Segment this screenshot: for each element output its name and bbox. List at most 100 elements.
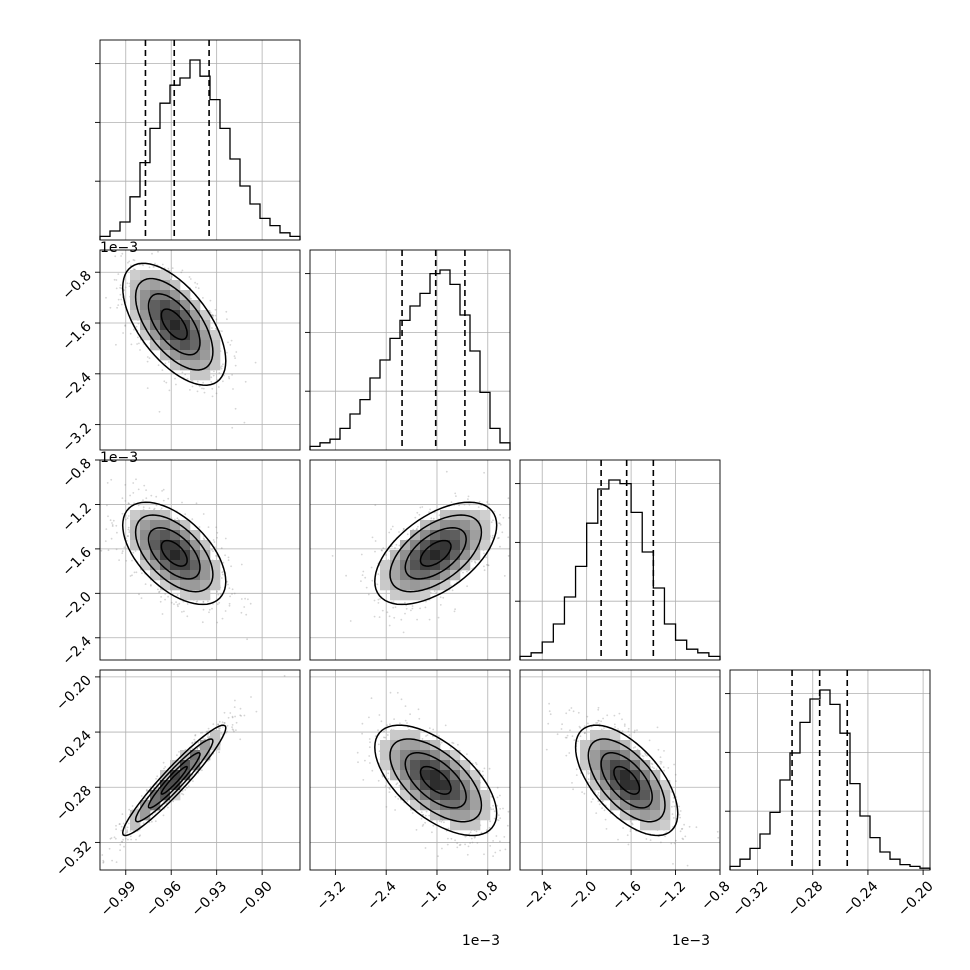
scatter-point [425,810,428,813]
scatter-point [664,835,666,838]
scatter-point [377,573,380,575]
scatter-point [111,524,114,526]
scatter-point [118,823,121,825]
scatter-point [123,289,126,292]
histogram-1 [309,269,511,450]
scatter-point [132,482,135,484]
scatter-point [474,561,477,564]
scatter-point [389,723,391,726]
scatter-point [108,847,111,850]
scatter-point [121,252,124,255]
scatter-point [466,585,468,588]
scatter-point [231,426,234,429]
scatter-point [202,381,205,384]
scatter-point [201,769,203,772]
scatter-point [164,362,167,365]
density-cell [200,310,211,321]
scatter-point [458,844,461,846]
scatter-point [207,737,210,739]
scatter-point [391,525,394,528]
scatter-point [373,615,376,618]
scatter-point [235,729,237,731]
scatter-point [493,817,496,820]
scatter-point [490,521,493,524]
scatter-point [621,718,623,721]
scatter-point [119,284,122,287]
scatter-point [222,726,224,728]
scatter-point [155,495,158,498]
scatter-point [404,719,407,722]
scatter-point [112,519,115,522]
contour-level-1 [147,293,201,356]
scatter-point [221,330,223,333]
scatter-point [164,766,167,768]
scatter-point [131,574,133,577]
scatter-point [191,742,194,744]
scatter-point [129,575,132,577]
scatter-point [194,734,197,736]
scatter-point [131,805,134,807]
density-cell [170,350,181,361]
scatter-point [221,617,224,620]
scatter-point [119,843,122,846]
scatter-point [221,573,224,576]
scatter-point [220,547,223,550]
scatter-point [120,829,123,832]
scatter-point [411,605,414,607]
scatter-point [600,720,602,723]
scatter-point [498,522,500,525]
scatter-point [216,621,219,624]
scatter-point [133,328,135,331]
scatter-point [502,807,504,810]
scatter-point [223,722,226,724]
scatter-point [468,503,471,506]
density-cell [140,520,151,531]
scatter-point [428,814,431,817]
scatter-point [195,286,197,289]
scatter-point [438,820,441,822]
scatter-point [409,713,411,716]
scatter-point [447,827,450,830]
scatter-point [154,820,157,823]
scatter-point [475,830,478,833]
scatter-point [124,518,127,521]
scatter-point [424,606,427,609]
scatter-point [135,325,138,328]
scatter-point [168,389,171,392]
scatter-point [384,785,387,787]
scatter-point [202,537,205,540]
scatter-point [482,774,484,777]
density-cell [150,540,161,551]
scatter-point [403,528,405,531]
scatter-point [405,607,408,610]
density-cell [410,750,421,761]
scatter-panel-3-1 [309,669,511,871]
scatter-point [356,751,359,754]
scatter-point [124,837,127,840]
scatter-point [122,838,124,841]
scatter-point [492,840,494,842]
scatter-point [442,596,445,599]
scatter-point [371,579,374,582]
scatter-point [207,727,210,730]
scatter-point [212,314,214,317]
scatter-point [230,565,233,568]
scatter-point [146,360,149,363]
scatter-point [101,854,104,856]
scatter-point [217,723,220,726]
density-cell [190,300,201,311]
scatter-point [228,587,231,589]
scatter-point [115,824,117,827]
scatter-point [368,738,371,740]
density-cell [380,760,391,771]
scatter-point [245,613,248,616]
scatter-point [127,502,130,505]
density-cell [140,270,151,281]
scatter-point [105,528,108,530]
scatter-point [113,278,116,281]
scatter-point [494,851,497,854]
scatter-point [464,843,466,846]
scatter-point [121,552,124,554]
histogram-0 [99,59,301,240]
density-cell [440,530,451,541]
